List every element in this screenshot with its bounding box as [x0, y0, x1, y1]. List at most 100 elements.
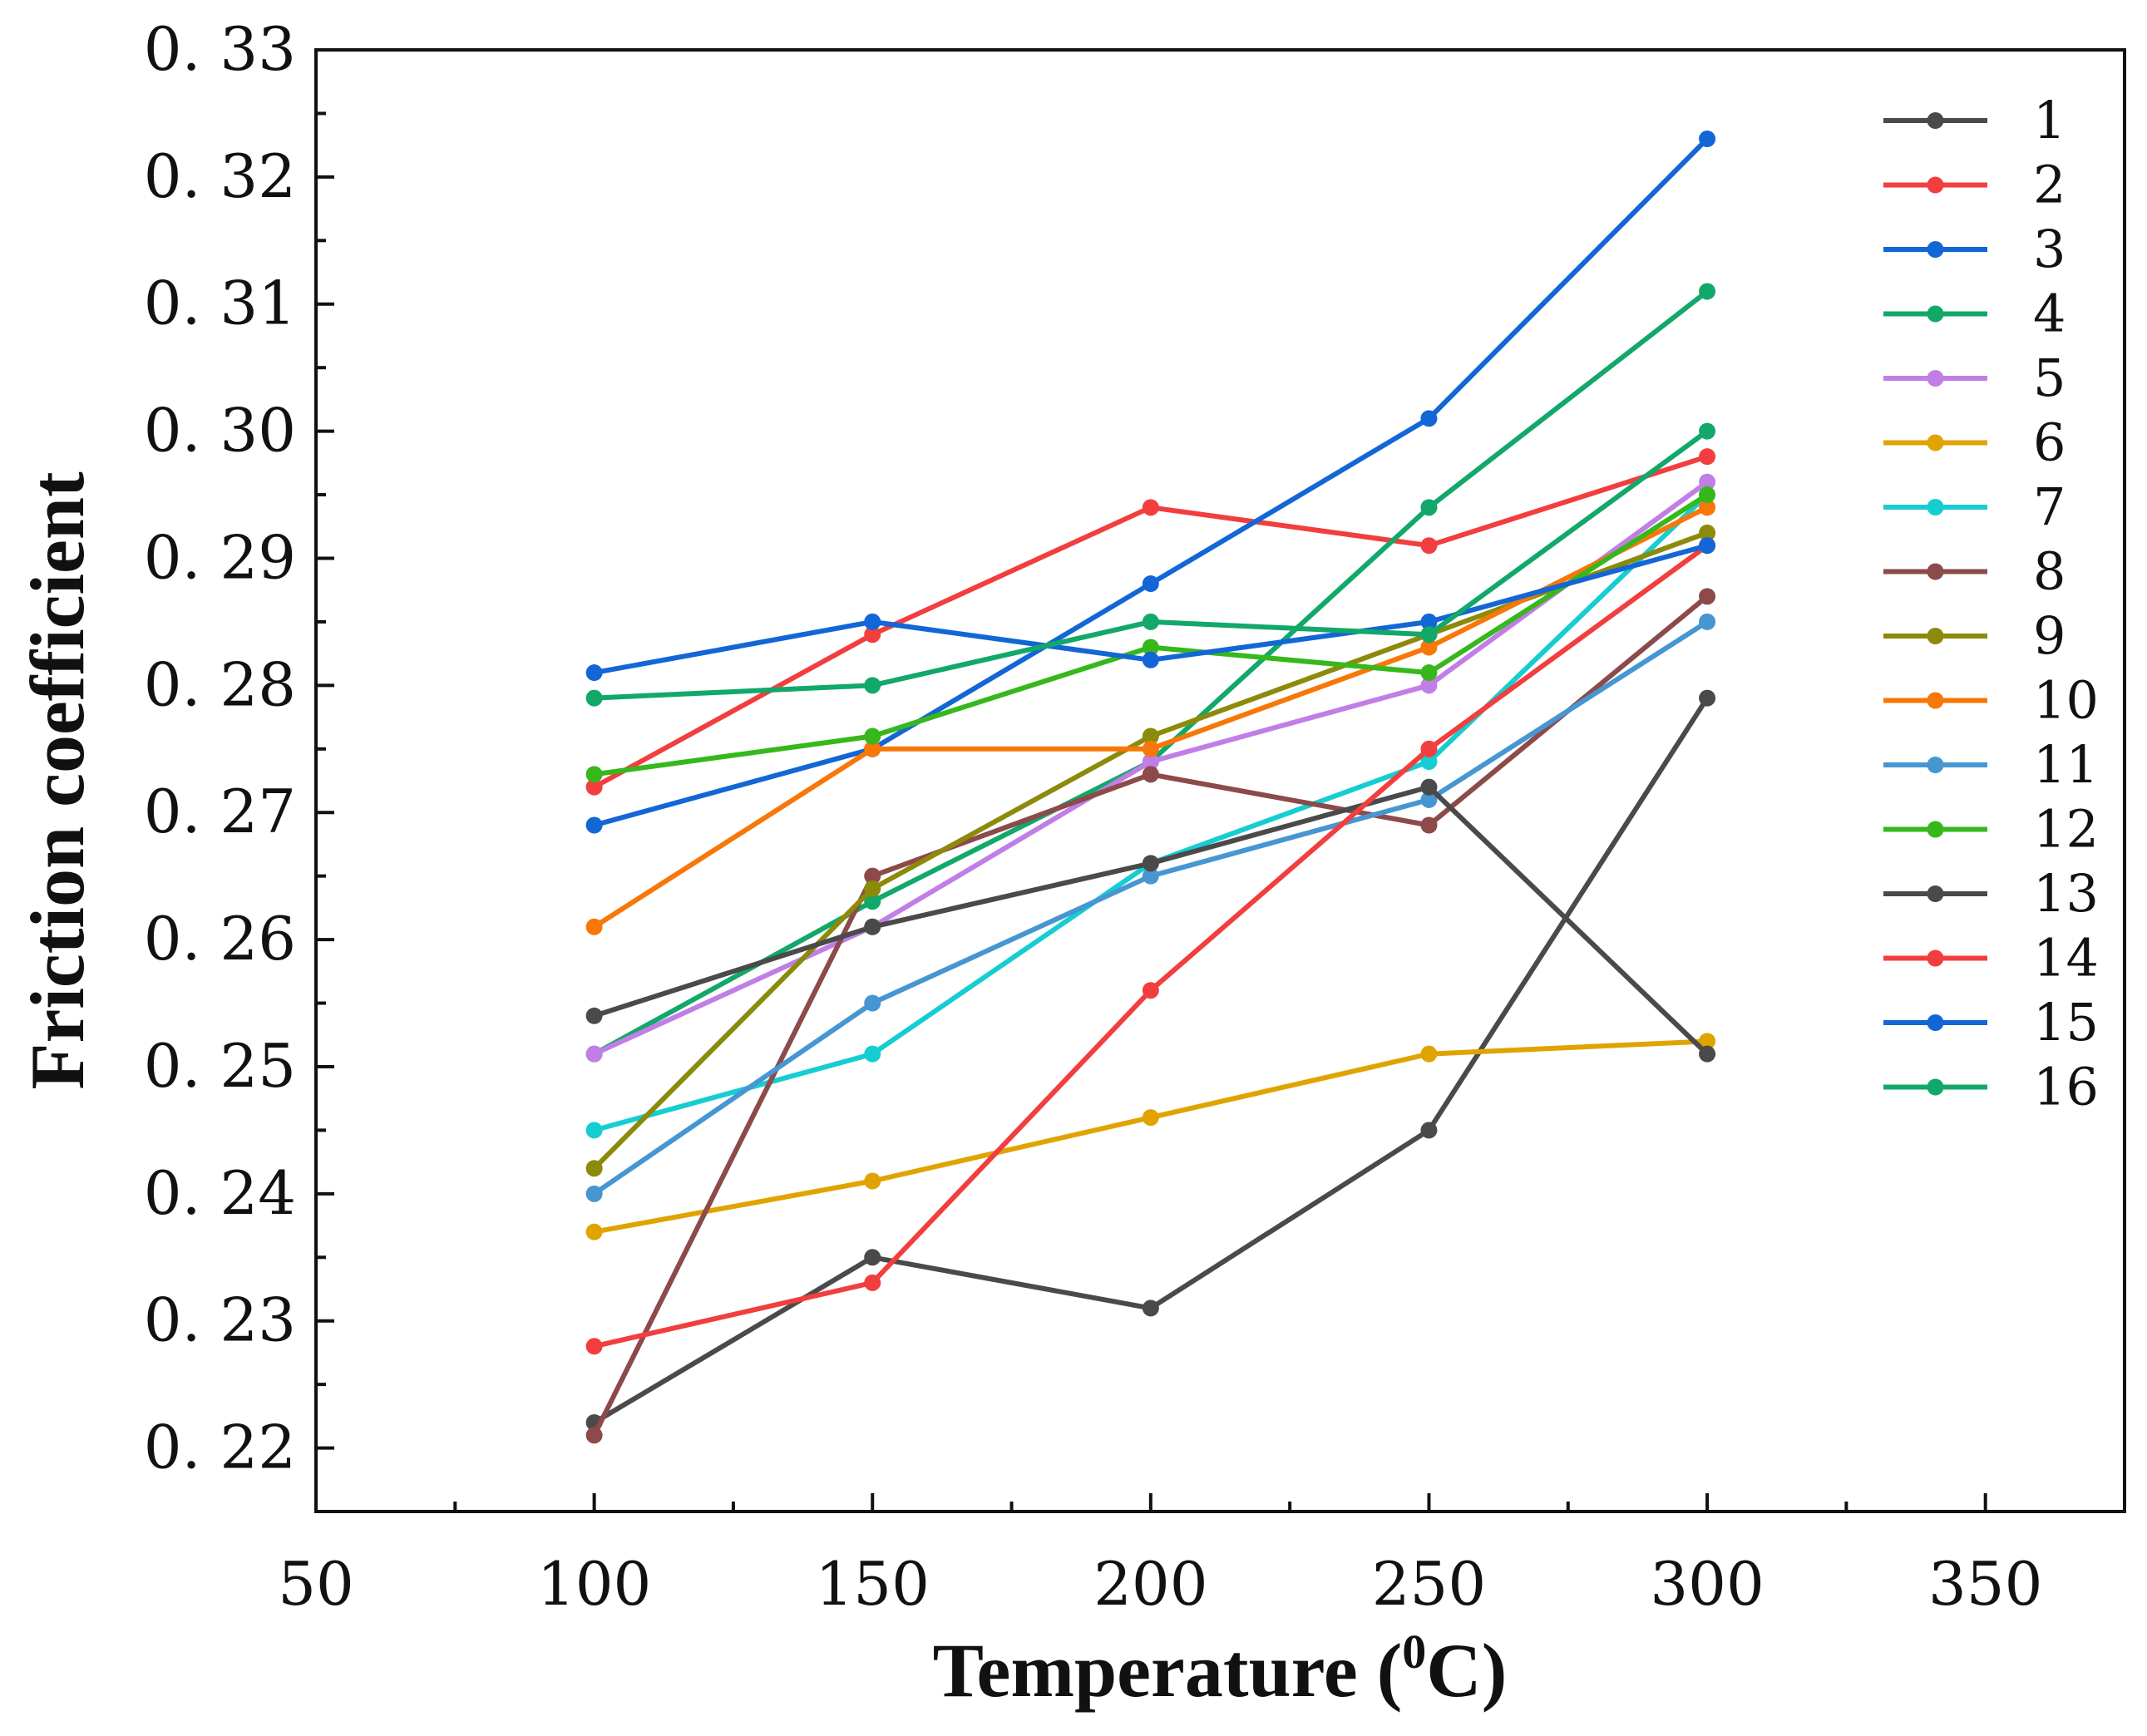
legend-swatch-marker-9 [1927, 628, 1944, 644]
data-point-10-300 [1699, 499, 1716, 516]
data-point-10-250 [1420, 639, 1438, 656]
plot-frame [314, 48, 2126, 1513]
data-point-6-100 [585, 1223, 603, 1240]
data-point-15-100 [585, 664, 603, 682]
data-point-16-100 [585, 689, 603, 707]
legend-swatch-marker-6 [1927, 434, 1944, 451]
data-point-12-300 [1699, 486, 1716, 504]
data-point-13-250 [1420, 778, 1438, 796]
y-tick-label-0. 29: 0. 29 [144, 522, 296, 592]
data-point-10-150 [864, 740, 881, 757]
data-point-15-200 [1142, 651, 1159, 668]
legend-label-11: 11 [2033, 734, 2099, 795]
data-point-7-100 [585, 1122, 603, 1139]
y-tick-label-0. 25: 0. 25 [144, 1031, 296, 1101]
legend-label-1: 1 [2033, 90, 2066, 150]
data-point-2-100 [585, 778, 603, 796]
plot-marks [585, 131, 1716, 1444]
y-tick-label-0. 31: 0. 31 [144, 269, 296, 338]
data-point-16-250 [1420, 626, 1438, 644]
data-point-13-150 [864, 918, 881, 935]
data-point-9-300 [1699, 524, 1716, 541]
legend-label-3: 3 [2033, 219, 2066, 279]
legend-label-4: 4 [2033, 284, 2066, 344]
data-point-4-250 [1420, 499, 1438, 516]
data-point-6-250 [1420, 1045, 1438, 1063]
legend-swatch-marker-11 [1927, 757, 1944, 773]
data-point-10-200 [1142, 740, 1159, 757]
data-point-13-200 [1142, 855, 1159, 872]
data-point-1-150 [864, 1249, 881, 1266]
data-point-10-100 [585, 918, 603, 935]
data-point-2-200 [1142, 499, 1159, 516]
legend-swatch-marker-14 [1927, 949, 1944, 967]
x-tick-label-200: 200 [1093, 1549, 1207, 1619]
x-tick-label-150: 150 [816, 1549, 930, 1619]
tick-labels: 50 100 150 200 250 300 350 0. 22 0. 23 0. 24 0. 25… [144, 14, 2043, 1619]
data-point-7-250 [1420, 753, 1438, 771]
legend-swatch-marker-4 [1927, 305, 1944, 323]
data-point-4-150 [864, 893, 881, 910]
data-point-14-100 [585, 1338, 603, 1355]
data-point-9-150 [864, 880, 881, 897]
data-point-11-300 [1699, 613, 1716, 630]
legend-swatch-marker-10 [1927, 692, 1944, 709]
data-point-16-150 [864, 677, 881, 694]
y-tick-label-0. 24: 0. 24 [144, 1158, 296, 1228]
x-tick-label-300: 300 [1650, 1549, 1764, 1619]
x-axis-title-label: Temperature [933, 1628, 1358, 1713]
y-tick-label-0. 33: 0. 33 [144, 14, 296, 84]
x-tick-label-350: 350 [1928, 1549, 2042, 1619]
data-point-2-250 [1420, 537, 1438, 555]
y-tick-label-0. 28: 0. 28 [144, 649, 296, 719]
y-axis-title: Friction coefficient [15, 471, 100, 1090]
x-axis-title-unit-sup: 0 [1402, 1625, 1426, 1679]
data-point-8-250 [1420, 816, 1438, 834]
legend-swatch-marker-8 [1927, 563, 1944, 580]
y-tick-label-0. 32: 0. 32 [144, 141, 296, 211]
data-point-3-200 [1142, 575, 1159, 593]
data-point-2-150 [864, 626, 881, 644]
data-point-13-300 [1699, 1045, 1716, 1063]
legend-label-6: 6 [2033, 412, 2066, 473]
legend-swatch-marker-15 [1927, 1014, 1944, 1031]
data-point-7-150 [864, 1045, 881, 1063]
y-tick-label-0. 30: 0. 30 [144, 396, 296, 466]
data-point-9-200 [1142, 727, 1159, 745]
x-axis-title-unit-close: C) [1426, 1628, 1507, 1713]
data-point-2-300 [1699, 448, 1716, 466]
y-tick-label-0. 22: 0. 22 [144, 1413, 296, 1482]
legend-label-7: 7 [2033, 476, 2066, 537]
x-tick-label-50: 50 [278, 1549, 354, 1619]
data-point-5-100 [585, 1045, 603, 1063]
data-point-3-250 [1420, 410, 1438, 427]
legend-swatch-marker-7 [1927, 499, 1944, 515]
data-point-12-100 [585, 766, 603, 783]
data-point-1-250 [1420, 1122, 1438, 1139]
x-tick-label-100: 100 [537, 1549, 651, 1619]
legend-swatch-marker-3 [1927, 241, 1944, 258]
axis-ticks [314, 48, 2126, 1513]
data-point-5-200 [1142, 753, 1159, 771]
data-point-6-150 [864, 1172, 881, 1190]
data-point-12-250 [1420, 664, 1438, 682]
data-point-6-300 [1699, 1033, 1716, 1050]
data-point-8-150 [864, 867, 881, 885]
data-point-11-100 [585, 1185, 603, 1202]
data-point-4-300 [1699, 283, 1716, 300]
data-point-5-250 [1420, 677, 1438, 694]
y-tick-label-0. 27: 0. 27 [144, 777, 296, 846]
data-point-8-100 [585, 1427, 603, 1444]
data-point-5-300 [1699, 473, 1716, 491]
legend-label-9: 9 [2033, 605, 2066, 666]
legend-swatch-marker-1 [1927, 112, 1944, 129]
legend-label-14: 14 [2033, 928, 2099, 989]
legend-label-16: 16 [2033, 1057, 2099, 1117]
legend-label-15: 15 [2033, 992, 2099, 1053]
legend-label-13: 13 [2033, 863, 2099, 924]
data-point-14-200 [1142, 982, 1159, 999]
legend-swatch-marker-16 [1927, 1078, 1944, 1096]
data-point-1-300 [1699, 689, 1716, 707]
